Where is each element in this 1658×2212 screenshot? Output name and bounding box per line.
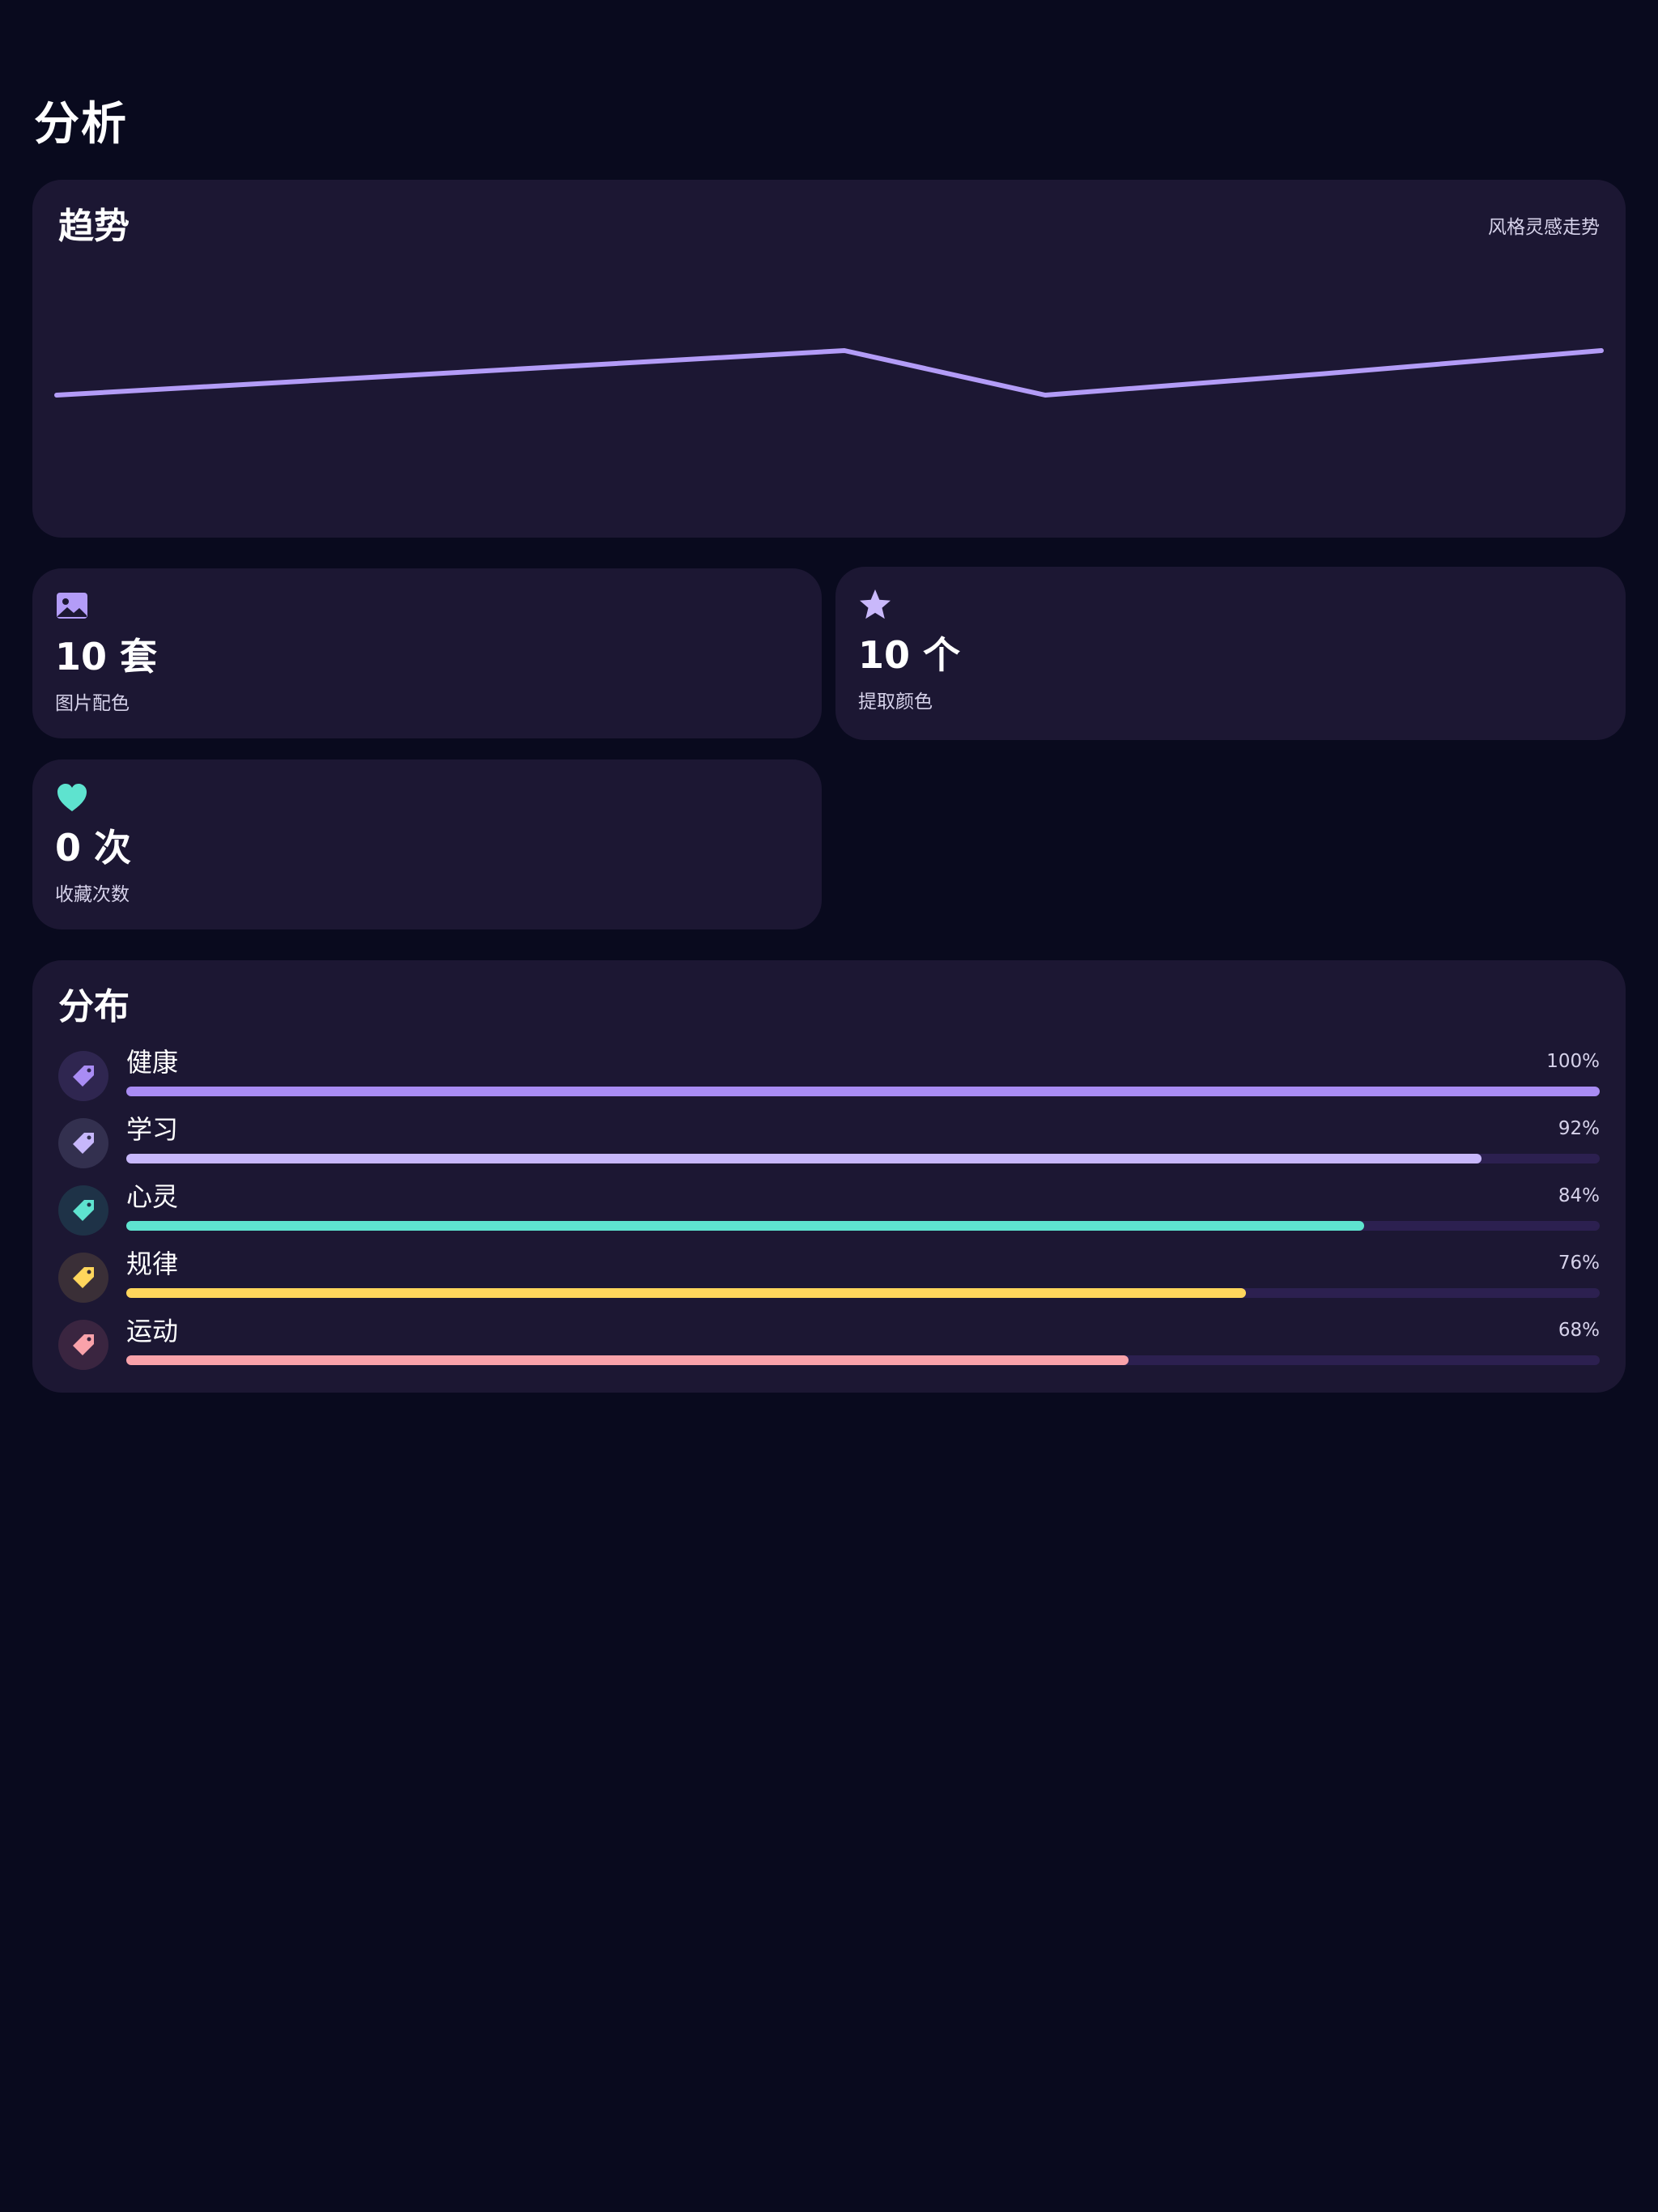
stat-value: 10 套	[55, 635, 158, 678]
distribution-label: 健康	[126, 1047, 179, 1078]
progress-track	[126, 1087, 1600, 1096]
trend-chart	[54, 348, 1604, 398]
trend-card: 趋势 风格灵感走势	[32, 180, 1626, 538]
trend-title: 趋势	[58, 206, 130, 247]
distribution-row-mind[interactable]: 心灵 84%	[58, 1180, 1600, 1236]
progress-fill	[126, 1087, 1600, 1096]
distribution-row-study[interactable]: 学习 92%	[58, 1113, 1600, 1168]
stat-label: 提取颜色	[858, 691, 933, 713]
progress-fill	[126, 1154, 1482, 1163]
stat-value: 10 个	[858, 633, 961, 677]
progress-track	[126, 1355, 1600, 1365]
distribution-label: 规律	[126, 1249, 179, 1279]
distribution-label: 学习	[126, 1114, 179, 1145]
distribution-row-routine[interactable]: 规律 76%	[58, 1248, 1600, 1303]
trend-subtitle: 风格灵感走势	[1488, 217, 1600, 238]
distribution-row-sport[interactable]: 运动 68%	[58, 1315, 1600, 1370]
distribution-row-health[interactable]: 健康 100%	[58, 1046, 1600, 1101]
progress-track	[126, 1288, 1600, 1298]
distribution-percent: 76%	[1558, 1253, 1600, 1274]
tag-icon	[58, 1320, 108, 1370]
stat-value: 0 次	[55, 826, 132, 870]
progress-fill	[126, 1221, 1364, 1231]
star-icon	[860, 589, 891, 619]
stat-label: 收藏次数	[55, 884, 130, 905]
distribution-card: 分布 健康 100% 学习 92% 心灵 84% 规律	[32, 960, 1626, 1393]
tag-icon	[58, 1185, 108, 1236]
image-icon	[57, 593, 87, 619]
stat-card-colors[interactable]: 10 个 提取颜色	[835, 567, 1626, 740]
progress-track	[126, 1154, 1600, 1163]
progress-fill	[126, 1288, 1247, 1298]
stat-card-favorites[interactable]: 0 次 收藏次数	[32, 759, 822, 929]
tag-icon	[58, 1253, 108, 1303]
heart-icon	[57, 784, 87, 811]
progress-track	[126, 1221, 1600, 1231]
stat-card-images[interactable]: 10 套 图片配色	[32, 568, 822, 738]
distribution-percent: 92%	[1558, 1118, 1600, 1139]
tag-icon	[58, 1118, 108, 1168]
distribution-percent: 68%	[1558, 1320, 1600, 1341]
progress-fill	[126, 1355, 1129, 1365]
distribution-label: 心灵	[126, 1181, 179, 1212]
page-title: 分析	[34, 98, 128, 151]
tag-icon	[58, 1051, 108, 1101]
distribution-label: 运动	[126, 1316, 179, 1346]
distribution-percent: 84%	[1558, 1185, 1600, 1206]
distribution-percent: 100%	[1546, 1051, 1600, 1072]
distribution-title: 分布	[58, 986, 130, 1027]
stat-label: 图片配色	[55, 693, 130, 714]
trend-line	[54, 348, 1604, 398]
